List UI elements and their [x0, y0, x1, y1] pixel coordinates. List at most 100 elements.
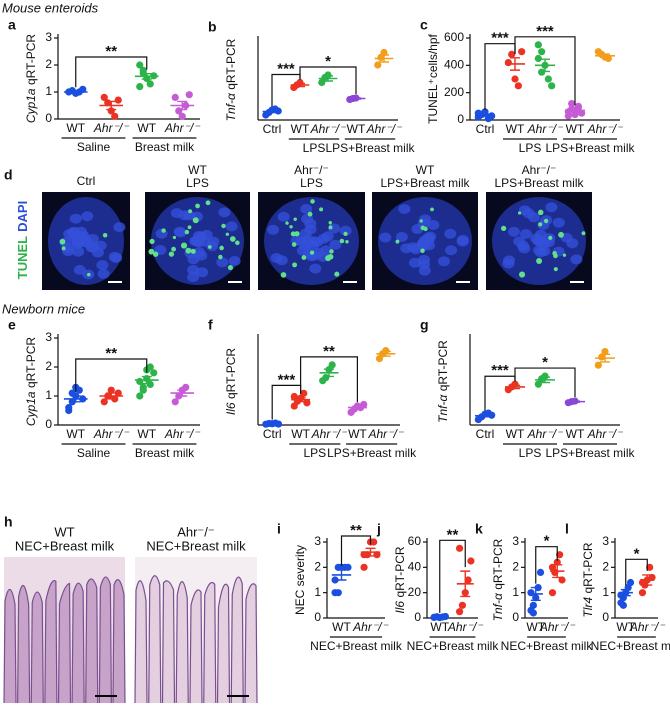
tunel-spot [329, 221, 332, 224]
gene-name: Tlr4 [581, 597, 595, 618]
panel-letter: d [4, 167, 13, 183]
x-tick-label: Ahr⁻/⁻ [587, 122, 624, 136]
tunel-spot [181, 243, 187, 249]
tunel-spot [235, 241, 240, 246]
x-tick-label: Ctrl [476, 427, 495, 441]
y-tick-label: 1 [314, 585, 321, 599]
significance-bracket [342, 536, 371, 566]
y-tick-label: 3 [512, 534, 519, 548]
y-axis-label-text: qRT-PCR [224, 348, 238, 403]
y-tick-label: 600 [444, 30, 464, 44]
nucleus [226, 221, 238, 231]
nucleus [95, 241, 107, 251]
data-point [456, 545, 463, 552]
y-axis-label: Tnf-α qRT-PCR [491, 538, 505, 621]
data-point [300, 390, 307, 397]
tunel-spot [310, 250, 314, 254]
tunel-spot [558, 232, 564, 238]
tunel-spot [553, 254, 558, 259]
nucleus [218, 207, 230, 217]
villus [245, 584, 257, 703]
y-tick-label: 2 [314, 560, 321, 574]
data-point [535, 41, 542, 48]
channel-labels: TUNELDAPI [15, 201, 30, 279]
x-tick-label: Ahr⁻/⁻ [93, 121, 130, 135]
y-tick-label: 0 [45, 111, 52, 125]
group-label: LPS [303, 141, 326, 155]
tunel-spot [292, 242, 297, 247]
significance-label: *** [278, 371, 296, 388]
image-label: Ahr⁻/⁻ [522, 163, 557, 177]
significance-label: ** [447, 526, 459, 543]
nucleus [309, 264, 321, 274]
group-label: LPS+Breast milk [545, 446, 635, 460]
x-tick-label: Ahr⁻/⁻ [366, 122, 403, 136]
significance-label: *** [491, 362, 509, 379]
nucleus [72, 247, 84, 257]
image-label: LPS+Breast milk [380, 176, 470, 190]
y-tick-label: 40 [408, 560, 422, 574]
tunel-spot [188, 209, 192, 213]
nucleus [98, 269, 110, 279]
error-bar [570, 401, 580, 402]
x-tick-label: Ahr⁻/⁻ [93, 427, 130, 441]
image-label: NEC+Breast milk [15, 538, 115, 553]
tunel-spot [582, 231, 586, 235]
y-axis-label: NEC severity [293, 545, 307, 615]
significance-label: ** [350, 522, 362, 539]
significance-label: *** [536, 23, 554, 40]
panel-letter: l [565, 521, 569, 537]
y-axis-label: Tnf-α qRT-PCR [436, 340, 450, 423]
data-point [65, 404, 72, 411]
nucleus [96, 260, 108, 270]
tunel-spot [554, 267, 558, 271]
nucleus [267, 225, 279, 235]
nucleus [520, 229, 532, 239]
nucleus [545, 202, 557, 212]
tunel-spot [301, 255, 306, 260]
image-label: LPS [300, 176, 323, 190]
tunel-spot [536, 258, 542, 264]
data-point [518, 48, 525, 55]
section-heading: Newborn mice [2, 301, 85, 316]
y-tick-label: 200 [444, 85, 464, 99]
y-tick-label: 0 [512, 610, 519, 624]
tunel-spot [60, 239, 66, 245]
group-label: LPS [519, 141, 542, 155]
group-label: NEC+Breast milk [591, 639, 670, 653]
group-label: NEC+Breast milk [407, 639, 500, 653]
y-axis-label-text: qRT-PCR [581, 542, 595, 597]
panel-letter: k [475, 521, 483, 537]
y-axis-label: Cyp1a qRT-PCR [24, 34, 38, 123]
y-tick-label: 3 [45, 330, 52, 344]
tunel-spot [208, 245, 212, 249]
tunel-spot [185, 230, 189, 234]
tunel-spot [329, 225, 333, 229]
nucleus [422, 233, 434, 243]
y-tick-label: 2 [602, 560, 609, 574]
tunel-spot [329, 249, 333, 253]
y-axis-label: Il6 qRT-PCR [224, 348, 238, 415]
villus [113, 580, 125, 703]
significance-label: *** [277, 60, 295, 77]
x-tick-label: Ahr⁻/⁻ [311, 427, 348, 441]
y-axis-label: Tnf-α qRT-PCR [224, 38, 238, 121]
data-point [370, 538, 377, 545]
y-axis-label-text: NEC severity [293, 545, 307, 615]
tunel-spot [195, 204, 200, 209]
data-point [548, 82, 555, 89]
tunel-spot [221, 224, 225, 228]
data-point [115, 97, 122, 104]
tunel-spot [293, 217, 296, 220]
tunel-spot [185, 248, 191, 254]
group-label: LPS+Breast milk [327, 446, 417, 460]
panel-letter: c [420, 17, 428, 33]
nucleus [81, 211, 93, 221]
nucleus [68, 227, 80, 237]
gene-name: Cyp1a [24, 88, 38, 123]
channel-label: TUNEL [15, 236, 30, 279]
tunel-spot [62, 246, 66, 250]
tunel-spot [232, 237, 236, 241]
villus [204, 583, 216, 703]
